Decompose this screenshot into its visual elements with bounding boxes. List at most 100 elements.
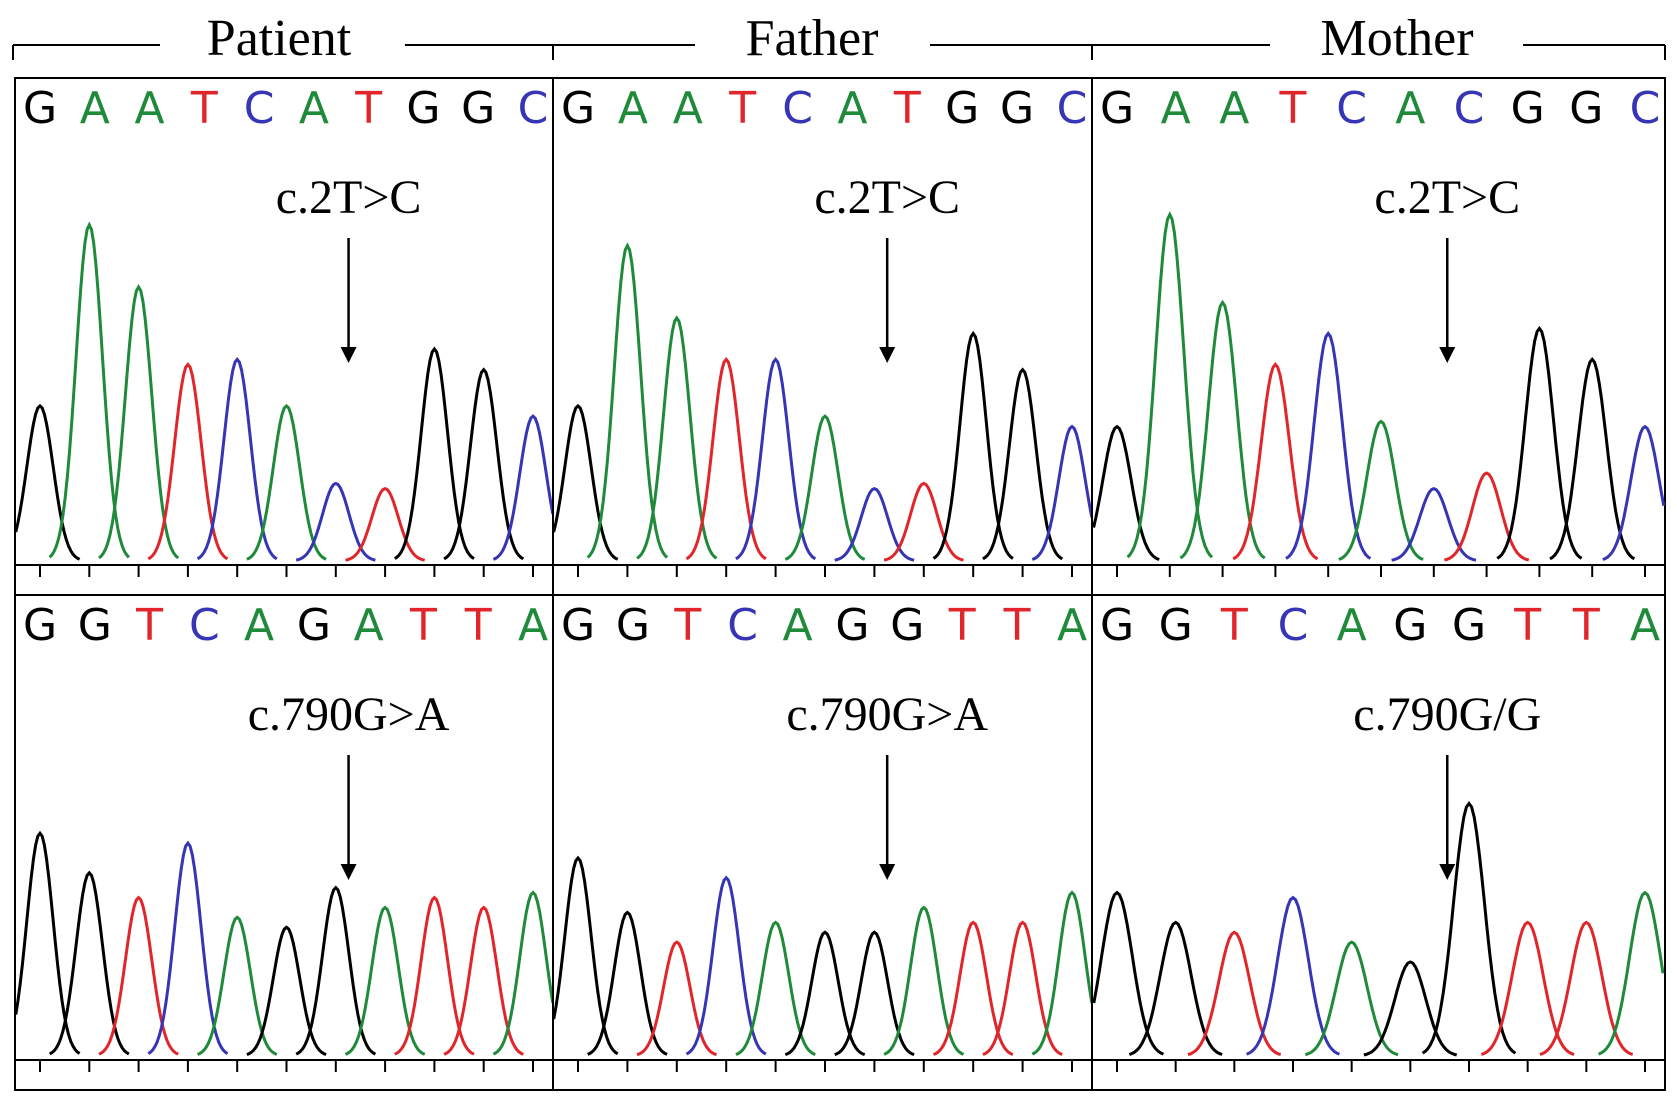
trace-peak-T [883, 481, 964, 562]
base-call-G: G [461, 83, 495, 134]
trace-peak-G [1496, 325, 1583, 560]
base-call-A: A [837, 83, 867, 134]
trace-peak-T [147, 362, 229, 561]
base-call-T: T [1220, 600, 1248, 651]
trace-peak-G [587, 910, 668, 1056]
panel-frame [1091, 77, 1666, 596]
base-call-T: T [1003, 600, 1031, 651]
trace-peak-G [1363, 960, 1458, 1057]
panel-frame [14, 77, 554, 596]
base-call-C: C [1454, 83, 1485, 134]
base-call-G: G [1511, 83, 1545, 134]
chromatogram-panels: G A A T C A T G G Cc.2T>CG A A T C A T G G Cc.2T>CG A A T C A C G… [14, 77, 1666, 1091]
base-call-A: A [518, 600, 548, 651]
trace-peak-G [393, 346, 475, 560]
trace-peak-G [246, 925, 327, 1056]
trace-peak-C [295, 481, 376, 562]
trace-peak-T [1444, 471, 1530, 562]
arrow-head [1439, 864, 1456, 880]
base-call-A: A [135, 83, 165, 134]
base-call-A: A [1395, 83, 1425, 134]
base-call-G: G [1000, 83, 1034, 134]
panel-mother-exon-2: G A A T C A C G G Cc.2T>C [1091, 77, 1666, 596]
base-call-T: T [1513, 600, 1541, 651]
mutation-label: c.2T>C [276, 171, 422, 224]
trace-peak-A [344, 905, 426, 1056]
arrow-head [340, 864, 357, 880]
trace-peak-G [1092, 890, 1165, 1056]
base-call-T: T [464, 600, 492, 651]
trace-peak-A [48, 221, 131, 559]
base-call-G: G [1452, 600, 1486, 651]
base-call-G: G [78, 600, 112, 651]
base-call-C: C [189, 600, 220, 651]
trace-peak-T [1480, 920, 1575, 1056]
arrow-head [340, 347, 357, 363]
base-call-G: G [406, 83, 440, 134]
base-call-C: C [244, 83, 275, 134]
trace-peak-T [345, 486, 426, 562]
trace-peak-G [932, 330, 1014, 560]
trace-peak-G [48, 870, 130, 1056]
trace-peak-G [834, 930, 915, 1057]
header-patient: Patient [207, 10, 352, 67]
trace-peak-C [1602, 424, 1666, 561]
trace-peak-A [784, 414, 866, 561]
trace-peak-G [552, 855, 619, 1056]
panel-mother-exon-790: G G T C A G G T T Ac.790G/G [1091, 594, 1666, 1091]
base-call-A: A [1630, 600, 1660, 651]
trace-peak-A [492, 890, 555, 1056]
base-call-A: A [354, 600, 384, 651]
base-call-T: T [190, 83, 218, 134]
trace-peak-T [1232, 362, 1319, 561]
base-call-G: G [561, 83, 595, 134]
base-call-T: T [673, 600, 701, 651]
trace-peak-A [1179, 299, 1266, 560]
panel-patient-exon-2: G A A T C A T G G Cc.2T>C [14, 77, 555, 596]
base-call-C: C [782, 83, 813, 134]
base-call-G: G [1393, 600, 1427, 651]
arrow-head [1439, 347, 1456, 363]
trace-peak-T [394, 895, 475, 1056]
base-call-C: C [727, 600, 758, 651]
panel-frame [552, 594, 1093, 1091]
trace-peak-C [1031, 424, 1094, 561]
base-call-A: A [1161, 83, 1191, 134]
trace-peak-C [1391, 486, 1477, 562]
trace-peak-A [1597, 890, 1665, 1056]
trace-peak-A [636, 315, 718, 560]
base-call-T: T [1572, 600, 1600, 651]
trace-peak-A [196, 915, 278, 1056]
trace-peak-T [98, 895, 179, 1056]
base-call-T: T [948, 600, 976, 651]
base-call-G: G [1159, 600, 1193, 651]
panel-frame [552, 77, 1093, 596]
trace-peak-G [14, 830, 81, 1055]
header-father: Father [746, 10, 879, 67]
base-call-G: G [890, 600, 924, 651]
trace-peak-T [1539, 920, 1634, 1056]
base-call-G: G [1100, 600, 1134, 651]
trace-peak-T [636, 940, 718, 1057]
base-call-T: T [893, 83, 921, 134]
trace-peak-G [443, 367, 525, 561]
mutation-label: c.2T>C [1374, 171, 1520, 224]
trace-peak-G [1421, 800, 1517, 1055]
base-call-A: A [1219, 83, 1249, 134]
base-call-G: G [616, 600, 650, 651]
trace-peak-T [443, 905, 524, 1056]
trace-peak-T [982, 920, 1063, 1056]
trace-peak-G [784, 930, 866, 1057]
mutation-label: c.790G>A [786, 688, 988, 741]
trace-peak-G [1128, 920, 1223, 1056]
base-call-G: G [23, 600, 57, 651]
base-call-G: G [561, 600, 595, 651]
trace-peak-T [932, 920, 1014, 1056]
trace-peak-G [1092, 424, 1160, 561]
base-call-G: G [1100, 83, 1134, 134]
trace-peak-C [685, 875, 767, 1056]
header-mother: Mother [1320, 10, 1473, 67]
panel-father-exon-2: G A A T C A T G G Cc.2T>C [552, 77, 1094, 596]
trace-peak-A [1338, 419, 1424, 561]
